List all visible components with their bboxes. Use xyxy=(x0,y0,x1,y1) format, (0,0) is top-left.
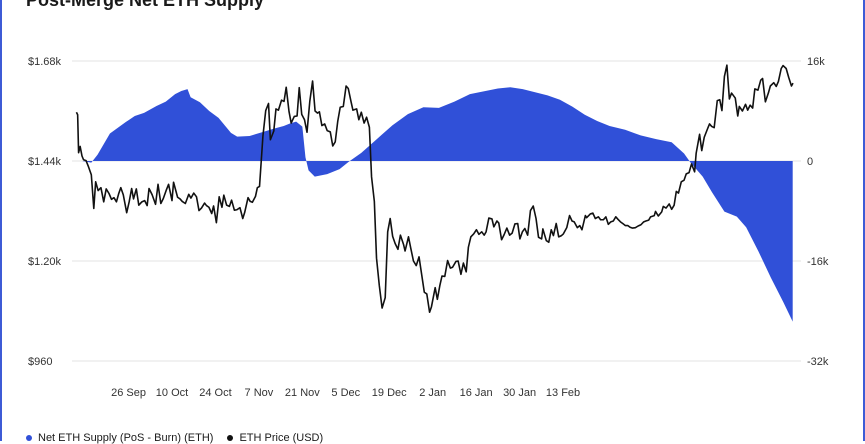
legend-label-supply: Net ETH Supply (PoS - Burn) (ETH) xyxy=(38,432,214,444)
x-tick-label: 24 Oct xyxy=(199,387,231,399)
right-axis: 16k 0 -16k -32k xyxy=(807,56,829,368)
x-tick-label: 13 Feb xyxy=(546,387,580,399)
x-tick-label: 21 Nov xyxy=(285,387,320,399)
legend-label-price: ETH Price (USD) xyxy=(239,432,324,444)
legend-item-supply[interactable]: Net ETH Supply (PoS - Burn) (ETH) xyxy=(26,432,213,444)
y-left-tick-label: $1.68k xyxy=(28,56,62,68)
x-axis: 26 Sep 10 Oct 24 Oct 7 Nov 21 Nov 5 Dec 19 Dec… xyxy=(111,387,580,399)
x-tick-label: 2 Jan xyxy=(419,387,446,399)
chart-title: Post-Merge Net ETH Supply xyxy=(26,0,265,10)
x-tick-label: 16 Jan xyxy=(460,387,493,399)
legend-dot-supply xyxy=(26,435,32,441)
y-right-tick-label: 16k xyxy=(807,56,825,68)
x-tick-label: 26 Sep xyxy=(111,387,146,399)
x-tick-label: 10 Oct xyxy=(156,387,188,399)
x-tick-label: 5 Dec xyxy=(331,387,360,399)
y-left-tick-label: $960 xyxy=(28,356,52,368)
legend: Net ETH Supply (PoS - Burn) (ETH) ETH Pr… xyxy=(26,432,323,444)
legend-dot-price xyxy=(227,435,234,441)
y-left-tick-label: $1.44k xyxy=(28,156,62,168)
y-right-tick-label: -32k xyxy=(807,356,829,368)
eth-price-line xyxy=(75,64,794,314)
net-supply-area xyxy=(82,87,793,322)
x-tick-label: 19 Dec xyxy=(372,387,407,399)
y-right-tick-label: 0 xyxy=(807,156,813,168)
x-tick-label: 30 Jan xyxy=(503,387,536,399)
left-axis: $1.68k $1.44k $1.20k $960 xyxy=(28,56,62,368)
x-tick-label: 7 Nov xyxy=(245,387,274,399)
y-left-tick-label: $1.20k xyxy=(28,256,62,268)
y-right-tick-label: -16k xyxy=(807,256,829,268)
legend-item-price[interactable]: ETH Price (USD) xyxy=(227,432,323,444)
